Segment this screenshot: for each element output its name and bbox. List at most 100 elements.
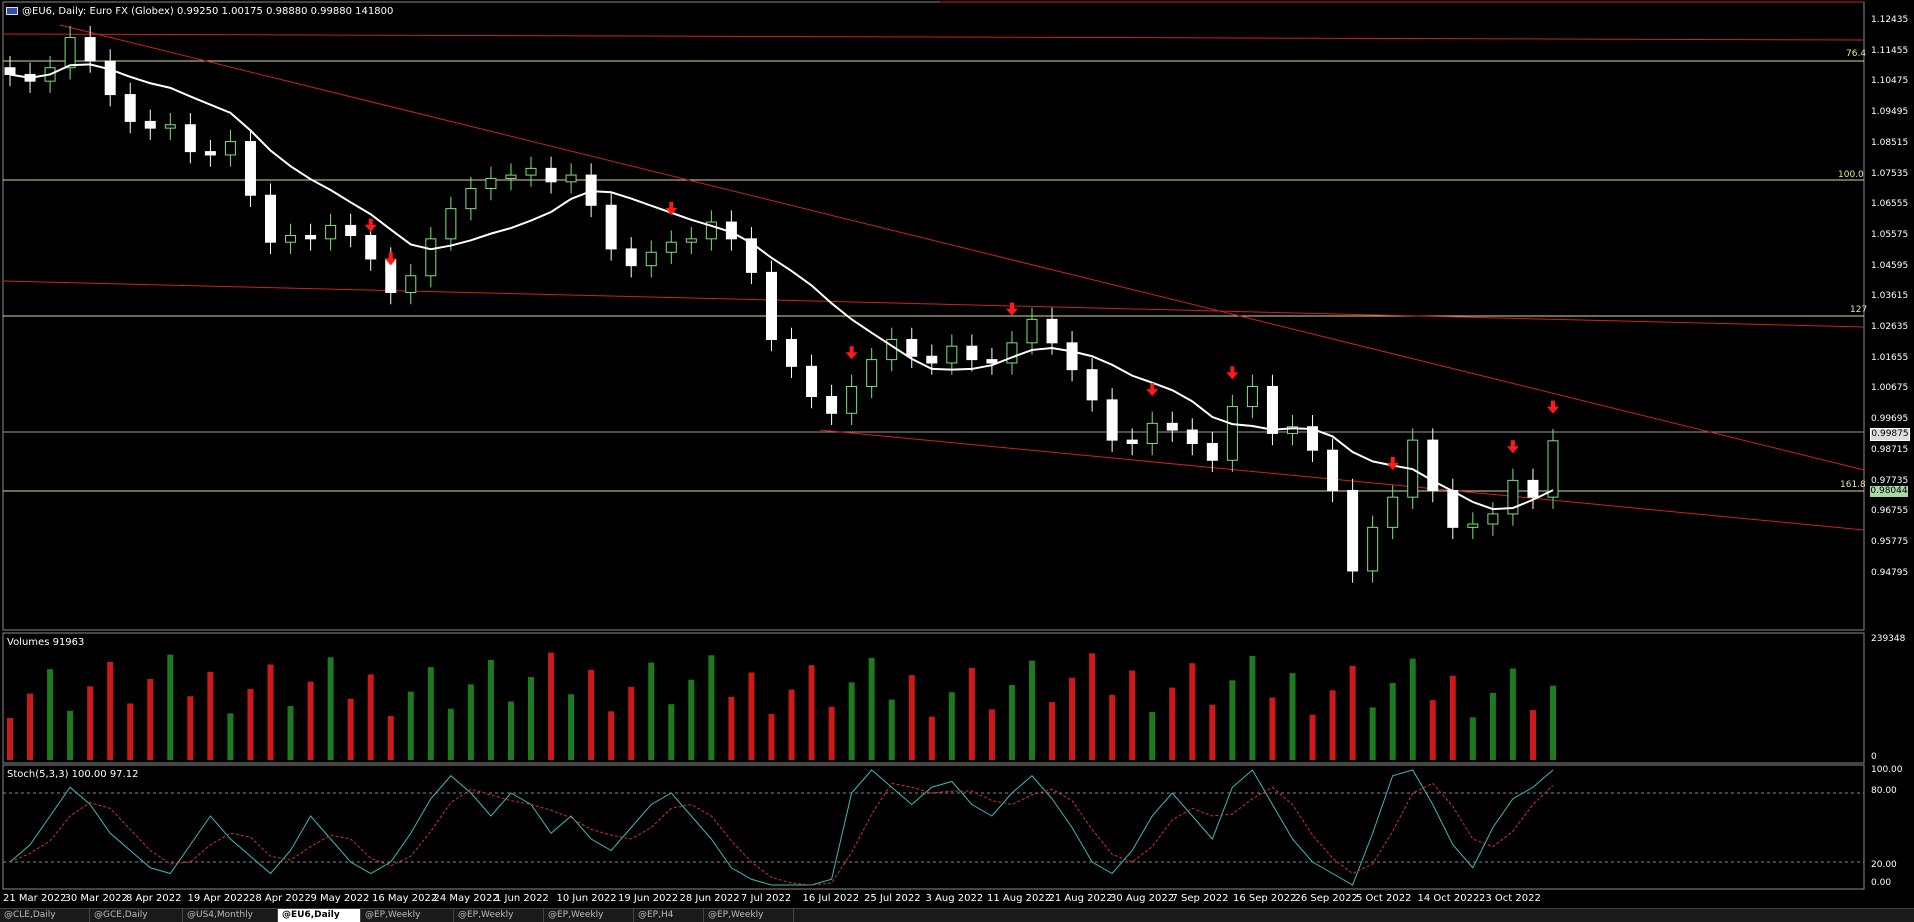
candle-body (1006, 342, 1018, 364)
price-axis-label: 1.11455 (1871, 45, 1909, 56)
volume-bar (227, 713, 234, 760)
ohlc-readout: 0.99250 1.00175 0.98880 0.99880 141800 (177, 6, 394, 17)
ma-line (9, 63, 1554, 511)
volume-bar (828, 706, 835, 760)
date-axis-label: 3 Aug 2022 (925, 893, 984, 904)
candle-body (164, 124, 176, 129)
stoch-level-label: 80.00 (1871, 786, 1897, 796)
date-axis-label: 14 Oct 2022 (1417, 893, 1480, 904)
candle-body (204, 151, 216, 156)
volume-bar (1028, 660, 1035, 760)
volume-bar (1429, 700, 1436, 760)
level-price-tag: 0.98044 (1870, 486, 1908, 497)
candle-body (1387, 496, 1399, 528)
volume-bar (187, 696, 194, 760)
candle-body (64, 37, 76, 69)
chart-tab[interactable]: @EP,Weekly (454, 909, 544, 922)
price-axis-label: 1.10475 (1871, 76, 1909, 87)
chart-tab[interactable]: @EP,Weekly (544, 909, 634, 922)
signal-arrow-icon (1547, 400, 1559, 414)
candle-body (265, 194, 277, 243)
volume-bar (367, 674, 374, 760)
volume-bar (447, 708, 454, 760)
volume-bar (1109, 694, 1116, 760)
price-axis-label: 1.00675 (1871, 383, 1909, 394)
current-price-tag: 0.99875 (1870, 428, 1910, 441)
volume-bar (548, 652, 555, 760)
volume-panel-frame (2, 632, 1865, 764)
candle-body (1547, 440, 1559, 498)
candle-body (1106, 399, 1118, 441)
volume-bar (207, 671, 214, 760)
price-axis-label: 1.06555 (1871, 199, 1909, 210)
candle-body (465, 188, 477, 210)
candle-body (365, 234, 377, 260)
volume-bar (1550, 685, 1556, 760)
volume-bar (1269, 697, 1276, 760)
trendline (2, 280, 1865, 328)
volume-bar (668, 704, 675, 760)
signal-arrow-icon (384, 252, 397, 266)
volume-bar (908, 675, 915, 760)
volume-bar (868, 657, 875, 760)
volume-bar (347, 698, 354, 760)
volume-bar (1129, 670, 1136, 760)
volume-bar (487, 659, 494, 760)
candle-body (565, 174, 577, 183)
date-axis-label: 10 Jun 2022 (556, 893, 617, 904)
volume-bar (7, 718, 13, 760)
volume-bar (127, 703, 134, 760)
date-axis-label: 24 May 2022 (433, 893, 499, 904)
stochastic-lines (3, 769, 1864, 886)
volume-title: Volumes 91963 (7, 637, 85, 648)
date-axis-label: 11 Aug 2022 (987, 893, 1052, 904)
volume-bar (287, 706, 294, 760)
stoch-d-line (9, 782, 1554, 886)
moving-average (9, 63, 1554, 511)
candle-body (345, 224, 357, 236)
volume-bar (708, 655, 715, 760)
chart-tab-active[interactable]: @EU6,Daily (278, 909, 361, 922)
volume-bar (988, 709, 995, 760)
price-axis-label: 1.03615 (1871, 291, 1909, 302)
date-axis-label: 9 May 2022 (310, 893, 370, 904)
volume-bar (107, 661, 114, 760)
chart-tab[interactable]: @EP,H4 (634, 909, 704, 922)
date-axis-label: 28 Apr 2022 (249, 893, 311, 904)
chart-tab[interactable]: @US4,Monthly (183, 909, 278, 922)
candle-body (1367, 526, 1379, 572)
stoch-level-label: 100.00 (1871, 765, 1903, 775)
volume-bar (748, 672, 755, 760)
candle-body (425, 238, 437, 277)
candle-body (485, 177, 497, 190)
volume-bar (728, 696, 735, 760)
chart-tab[interactable]: @GCE,Daily (90, 909, 183, 922)
signal-arrow-icon (1506, 440, 1519, 454)
chart-tab[interactable]: @EP,Weekly (361, 909, 454, 922)
candle-body (1086, 369, 1098, 401)
date-axis-label: 1 Jun 2022 (495, 893, 549, 904)
date-axis-label: 19 Apr 2022 (187, 893, 250, 904)
candle-body (445, 208, 457, 240)
date-axis-label: 30 Aug 2022 (1110, 893, 1175, 904)
candle-body (1507, 479, 1519, 515)
volume-bar (888, 699, 895, 760)
candle-body (645, 251, 657, 267)
price-axis-label: 1.07535 (1871, 168, 1909, 179)
trendline (819, 429, 1865, 531)
date-axis-label: 7 Jul 2022 (741, 893, 792, 904)
chart-tab[interactable]: @EP,Weekly (704, 909, 794, 922)
candle-body (1186, 429, 1198, 444)
candle-body (986, 359, 998, 364)
candle-body (826, 396, 838, 414)
date-axis-label: 26 Sep 2022 (1294, 893, 1358, 904)
candle-body (1066, 342, 1078, 371)
volume-bar (1309, 714, 1316, 760)
candle-body (184, 124, 196, 153)
candle-body (1046, 318, 1058, 344)
chart-tab[interactable]: @CLE,Daily (0, 909, 90, 922)
price-axis-label: 1.08515 (1871, 137, 1909, 148)
volume-bar (1209, 704, 1216, 760)
